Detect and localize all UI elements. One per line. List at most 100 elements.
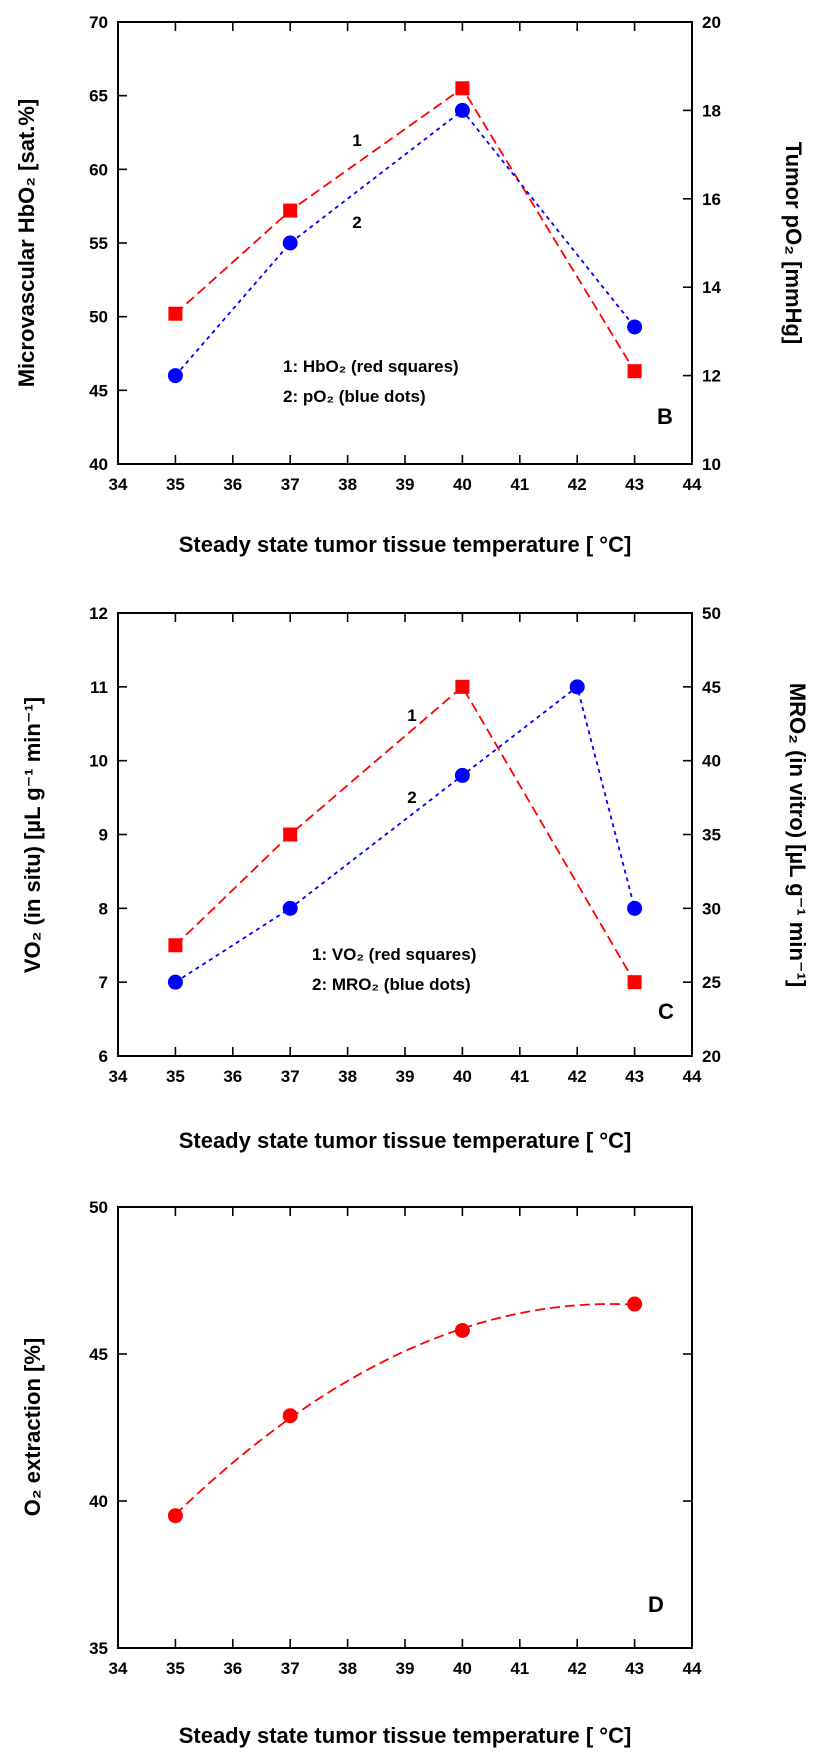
x-tick-label: 40 bbox=[453, 1067, 472, 1086]
y-tick-label: 45 bbox=[89, 1345, 108, 1364]
panel-label: B bbox=[657, 404, 673, 429]
data-point-dot bbox=[627, 319, 643, 335]
panel-label: D bbox=[648, 1592, 664, 1617]
x-tick-label: 44 bbox=[683, 475, 702, 494]
y-tick-label: 50 bbox=[89, 308, 108, 327]
y-tick-label: 55 bbox=[89, 234, 108, 253]
y2-tick-label: 25 bbox=[702, 973, 721, 992]
left-axis-tick-labels: 35 40 45 50 bbox=[89, 1198, 108, 1658]
legend-line-2: 2: MRO₂ (blue dots) bbox=[312, 975, 471, 994]
series-1-line bbox=[174, 685, 636, 983]
data-point-dot bbox=[282, 900, 298, 916]
y2-tick-label: 18 bbox=[702, 101, 721, 120]
y2-tick-label: 20 bbox=[702, 1047, 721, 1066]
x-tick-label: 40 bbox=[453, 475, 472, 494]
right-axis-ticks bbox=[683, 21, 692, 465]
x-tick-label: 39 bbox=[396, 475, 415, 494]
x-axis-ticks bbox=[117, 613, 693, 1056]
data-point-dot bbox=[454, 767, 470, 783]
y-tick-label: 40 bbox=[89, 1492, 108, 1511]
right-axis-title: MRO₂ (in vitro) [µL g⁻¹ min⁻¹] bbox=[785, 683, 810, 987]
y-tick-label: 35 bbox=[89, 1639, 108, 1658]
left-axis-ticks bbox=[118, 612, 127, 1057]
data-point-dot bbox=[454, 102, 470, 118]
y-tick-label: 65 bbox=[89, 87, 108, 106]
data-point-dot bbox=[167, 368, 183, 384]
data-point-square bbox=[168, 306, 183, 321]
y-tick-label: 40 bbox=[89, 455, 108, 474]
data-point-dot bbox=[627, 1296, 643, 1312]
right-axis-ticks bbox=[683, 612, 692, 1057]
series-2-line bbox=[174, 685, 636, 983]
y2-tick-label: 30 bbox=[702, 899, 721, 918]
y2-tick-label: 12 bbox=[702, 367, 721, 386]
y-tick-label: 45 bbox=[89, 381, 108, 400]
y2-tick-label: 35 bbox=[702, 826, 721, 845]
data-point-dot bbox=[282, 235, 298, 251]
x-tick-label: 41 bbox=[510, 475, 529, 494]
left-axis-title: O₂ extraction [%] bbox=[20, 1338, 45, 1516]
right-axis-title: Tumor pO₂ [mmHg] bbox=[781, 142, 806, 344]
series-1-line bbox=[174, 87, 636, 372]
x-tick-label: 42 bbox=[568, 1067, 587, 1086]
x-tick-label: 34 bbox=[109, 475, 128, 494]
series-1-label: 1 bbox=[407, 706, 416, 725]
left-axis-title: Microvascular HbO₂ [sat.%] bbox=[14, 99, 39, 388]
y2-tick-label: 45 bbox=[702, 678, 721, 697]
x-tick-label: 36 bbox=[223, 1659, 242, 1678]
y-tick-label: 70 bbox=[89, 13, 108, 32]
x-tick-label: 41 bbox=[510, 1659, 529, 1678]
x-tick-label: 35 bbox=[166, 1659, 185, 1678]
series-2-label: 2 bbox=[407, 788, 416, 807]
series-layer bbox=[167, 81, 643, 384]
y-tick-label: 12 bbox=[89, 604, 108, 623]
y-tick-label: 60 bbox=[89, 160, 108, 179]
x-tick-label: 40 bbox=[453, 1659, 472, 1678]
x-tick-label: 42 bbox=[568, 475, 587, 494]
plot-frame bbox=[117, 1206, 693, 1649]
x-tick-label: 36 bbox=[223, 475, 242, 494]
x-tick-label: 34 bbox=[109, 1659, 128, 1678]
x-tick-label: 38 bbox=[338, 475, 357, 494]
left-axis-tick-labels: 40 45 50 55 60 65 70 bbox=[89, 13, 108, 474]
series-layer bbox=[167, 679, 643, 990]
y-tick-label: 11 bbox=[90, 678, 108, 697]
x-tick-label: 38 bbox=[338, 1659, 357, 1678]
x-axis-tick-labels: 34 35 36 37 38 39 40 41 42 43 44 bbox=[109, 475, 702, 494]
data-point-dot bbox=[454, 1322, 470, 1338]
series-2-line bbox=[174, 109, 636, 377]
data-point-square bbox=[455, 679, 470, 694]
x-axis-tick-labels: 34 35 36 37 38 39 40 41 42 43 44 bbox=[109, 1067, 702, 1086]
x-tick-label: 39 bbox=[396, 1067, 415, 1086]
x-tick-label: 42 bbox=[568, 1659, 587, 1678]
x-axis-ticks bbox=[117, 22, 693, 464]
panel-b: 34 35 36 37 38 39 40 41 42 43 44 40 45 50 55 60 65 70 10… bbox=[14, 13, 806, 557]
legend-line-2: 2: pO₂ (blue dots) bbox=[283, 387, 426, 406]
y-tick-label: 10 bbox=[89, 752, 108, 771]
y2-tick-label: 16 bbox=[702, 190, 721, 209]
data-point-square bbox=[455, 81, 470, 96]
x-axis-title: Steady state tumor tissue temperature [ … bbox=[179, 1128, 632, 1153]
x-axis-ticks bbox=[117, 1207, 693, 1648]
x-tick-label: 37 bbox=[281, 1659, 300, 1678]
data-point-square bbox=[627, 975, 642, 990]
fit-curve bbox=[174, 1303, 635, 1516]
x-tick-label: 34 bbox=[109, 1067, 128, 1086]
x-axis-title: Steady state tumor tissue temperature [ … bbox=[179, 1723, 632, 1748]
y2-tick-label: 14 bbox=[702, 278, 721, 297]
y2-tick-label: 50 bbox=[702, 604, 721, 623]
x-tick-label: 37 bbox=[281, 1067, 300, 1086]
legend-line-1: 1: HbO₂ (red squares) bbox=[283, 357, 459, 376]
x-axis-tick-labels: 34 35 36 37 38 39 40 41 42 43 44 bbox=[109, 1659, 702, 1678]
data-point-dot bbox=[167, 1508, 183, 1524]
x-tick-label: 44 bbox=[683, 1659, 702, 1678]
left-axis-ticks bbox=[118, 1206, 692, 1649]
y-tick-label: 50 bbox=[89, 1198, 108, 1217]
data-point-dot bbox=[627, 900, 643, 916]
legend-line-1: 1: VO₂ (red squares) bbox=[312, 945, 476, 964]
data-point-dot bbox=[569, 679, 585, 695]
x-tick-label: 38 bbox=[338, 1067, 357, 1086]
right-axis-tick-labels: 20 25 30 35 40 45 50 bbox=[702, 604, 721, 1066]
